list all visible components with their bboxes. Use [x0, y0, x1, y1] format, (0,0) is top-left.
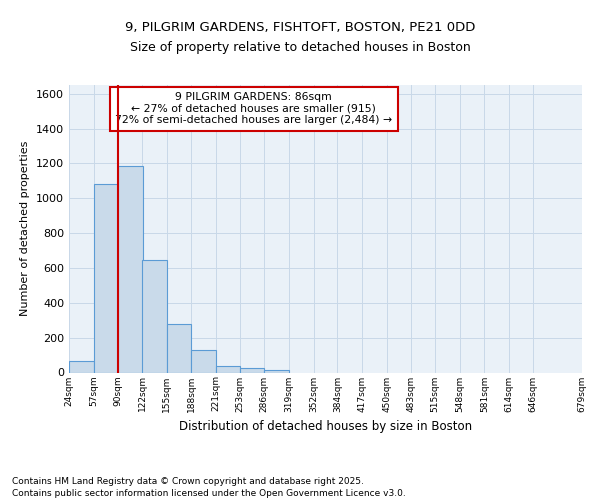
Bar: [142, 260, 167, 372]
Bar: [191, 350, 216, 372]
Bar: [69, 361, 94, 372]
X-axis label: Distribution of detached houses by size in Boston: Distribution of detached houses by size …: [179, 420, 472, 433]
Bar: [118, 166, 143, 372]
Bar: [265, 370, 289, 372]
Bar: [167, 324, 191, 372]
Bar: [94, 184, 118, 372]
Text: Contains public sector information licensed under the Open Government Licence v3: Contains public sector information licen…: [12, 490, 406, 498]
Text: 9, PILGRIM GARDENS, FISHTOFT, BOSTON, PE21 0DD: 9, PILGRIM GARDENS, FISHTOFT, BOSTON, PE…: [125, 21, 475, 34]
Text: 9 PILGRIM GARDENS: 86sqm
← 27% of detached houses are smaller (915)
72% of semi-: 9 PILGRIM GARDENS: 86sqm ← 27% of detach…: [115, 92, 392, 126]
Bar: [216, 366, 241, 372]
Text: Contains HM Land Registry data © Crown copyright and database right 2025.: Contains HM Land Registry data © Crown c…: [12, 476, 364, 486]
Text: Size of property relative to detached houses in Boston: Size of property relative to detached ho…: [130, 41, 470, 54]
Bar: [240, 368, 265, 372]
Y-axis label: Number of detached properties: Number of detached properties: [20, 141, 31, 316]
